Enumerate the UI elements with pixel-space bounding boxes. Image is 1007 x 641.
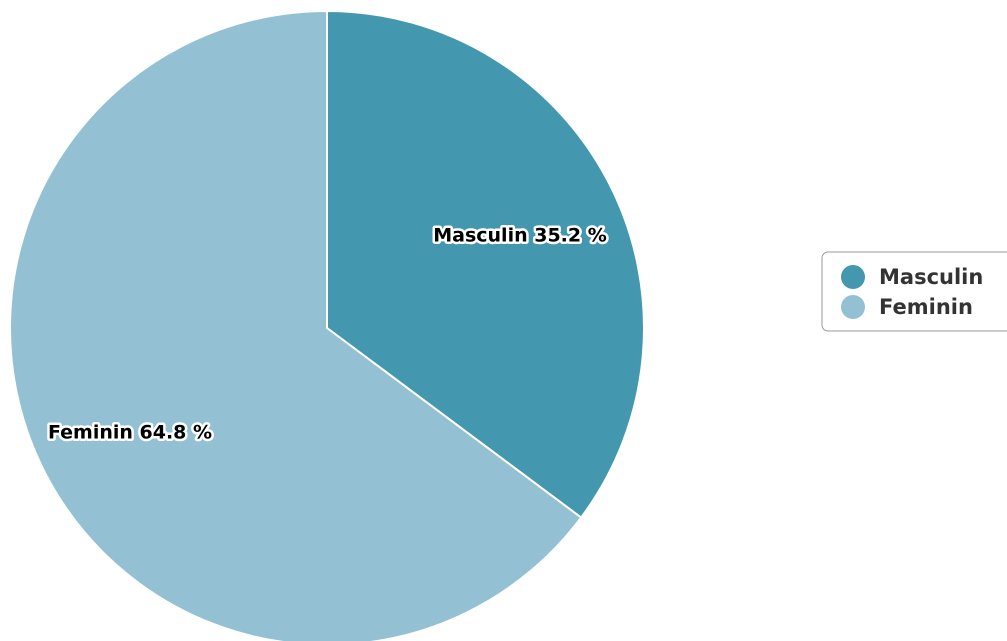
pie-data-labels: Masculin 35.2 % Feminin 64.8 % [45,222,609,446]
legend-box [821,251,1007,332]
legend-swatch-masculin [841,265,865,289]
legend-label-masculin[interactable]: Masculin [879,265,983,289]
data-label-masculin: Masculin 35.2 % [433,225,607,247]
legend-swatch-feminin [841,295,865,319]
legend: Masculin Feminin [821,251,1007,332]
pie-slices [9,9,645,641]
pie-slice-feminin[interactable] [9,9,583,641]
data-label-feminin: Feminin 64.8 % [48,422,212,444]
legend-label-feminin[interactable]: Feminin [879,295,973,319]
pie-slice-masculin[interactable] [326,9,645,519]
